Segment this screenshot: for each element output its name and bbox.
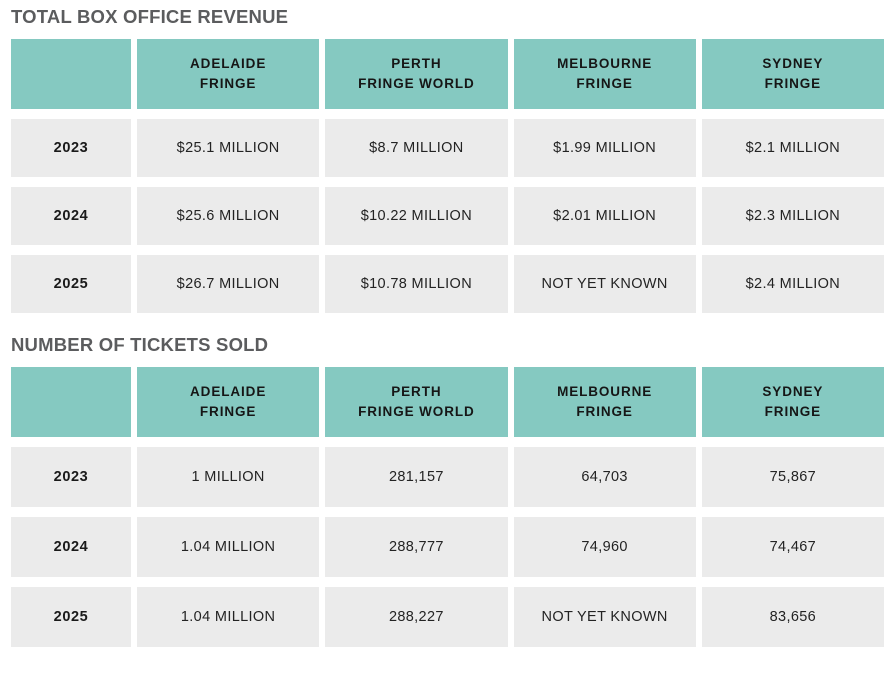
- revenue-header-cell-corner: [11, 38, 131, 109]
- table-row: 2024 1.04 MILLION 288,777 74,960 74,467: [11, 517, 884, 577]
- tickets-row-2-perth-value: 288,227: [388, 609, 444, 625]
- table-row: 2024 $25.6 MILLION $10.22 MILLION $2.01 …: [11, 186, 884, 245]
- tickets-row-1-sydney-value: 74,467: [769, 539, 817, 555]
- table-row: 2023 1 MILLION 281,157 64,703 75,867: [11, 447, 884, 507]
- tickets-row-2-sydney-value: 83,656: [769, 609, 817, 625]
- revenue-row-1-sydney-cell: $2.3 MILLION: [701, 186, 884, 245]
- tickets-row-1-melbourne-cell: 74,960: [513, 517, 696, 577]
- tickets-row-2-melbourne-cell: NOT YET KNOWN: [513, 587, 696, 647]
- revenue-row-1-year: 2024: [53, 207, 89, 224]
- revenue-row-1-sydney-value: $2.3 MILLION: [745, 207, 841, 224]
- tickets-row-2-sydney-cell: 83,656: [701, 587, 884, 647]
- tickets-header-cell-corner: [11, 367, 131, 437]
- tickets-row-0-adelaide-cell: 1 MILLION: [137, 447, 320, 507]
- revenue-row-0-sydney-cell: $2.1 MILLION: [701, 118, 884, 177]
- revenue-row-1-melbourne-cell: $2.01 MILLION: [513, 186, 696, 245]
- revenue-table-title: TOTAL BOX OFFICE REVENUE: [11, 6, 289, 27]
- revenue-row-2-melbourne-value: NOT YET KNOWN: [541, 275, 668, 292]
- tickets-header-cell-adelaide: ADELAIDE FRINGE: [137, 367, 320, 437]
- tickets-row-1-perth-cell: 288,777: [325, 517, 508, 577]
- tickets-table: ADELAIDE FRINGE PERTH FRINGE WORLD MELBO…: [11, 367, 884, 647]
- revenue-header-cell-adelaide: ADELAIDE FRINGE: [137, 38, 320, 109]
- tickets-row-0-adelaide-value: 1 MILLION: [191, 469, 265, 485]
- revenue-row-0-melbourne-cell: $1.99 MILLION: [513, 118, 696, 177]
- tickets-row-1-year-cell: 2024: [11, 517, 131, 577]
- tickets-row-1-year: 2024: [53, 539, 89, 555]
- revenue-row-2-year: 2025: [53, 275, 89, 292]
- revenue-table: ADELAIDE FRINGE PERTH FRINGE WORLD MELBO…: [11, 38, 884, 313]
- tickets-row-1-melbourne-value: 74,960: [581, 539, 628, 555]
- revenue-row-2-adelaide-cell: $26.7 MILLION: [137, 254, 320, 313]
- revenue-header-cell-sydney: SYDNEY FRINGE: [701, 38, 884, 109]
- tickets-header-label-perth: PERTH FRINGE WORLD: [358, 384, 475, 419]
- tickets-header-label-sydney: SYDNEY FRINGE: [762, 384, 824, 419]
- tickets-row-2-adelaide-cell: 1.04 MILLION: [137, 587, 320, 647]
- tickets-row-1-adelaide-cell: 1.04 MILLION: [137, 517, 320, 577]
- tickets-table-title: NUMBER OF TICKETS SOLD: [11, 333, 269, 355]
- tickets-row-0-perth-cell: 281,157: [325, 447, 508, 507]
- revenue-row-2-adelaide-value: $26.7 MILLION: [176, 275, 280, 292]
- tickets-row-0-sydney-value: 75,867: [769, 469, 817, 485]
- revenue-row-1-perth-value: $10.22 MILLION: [360, 207, 473, 224]
- tickets-row-0-melbourne-value: 64,703: [581, 469, 628, 485]
- tickets-row-0-year-cell: 2023: [11, 447, 131, 507]
- revenue-row-0-sydney-value: $2.1 MILLION: [745, 139, 841, 156]
- tickets-row-2-adelaide-value: 1.04 MILLION: [180, 609, 276, 625]
- revenue-row-1-adelaide-cell: $25.6 MILLION: [137, 186, 320, 245]
- tickets-row-2-year-cell: 2025: [11, 587, 131, 647]
- revenue-row-1-perth-cell: $10.22 MILLION: [325, 186, 508, 245]
- table-row: 2025 1.04 MILLION 288,227 NOT YET KNOWN …: [11, 587, 884, 647]
- tickets-row-2-perth-cell: 288,227: [325, 587, 508, 647]
- tickets-header-label-adelaide: ADELAIDE FRINGE: [190, 384, 267, 419]
- revenue-row-2-perth-cell: $10.78 MILLION: [325, 254, 508, 313]
- revenue-row-0-adelaide-cell: $25.1 MILLION: [137, 118, 320, 177]
- tickets-row-0-year: 2023: [53, 469, 89, 485]
- table-row: 2025 $26.7 MILLION $10.78 MILLION NOT YE…: [11, 254, 884, 313]
- revenue-row-2-sydney-cell: $2.4 MILLION: [701, 254, 884, 313]
- tickets-row-2-year: 2025: [53, 609, 89, 625]
- tickets-header-cell-perth: PERTH FRINGE WORLD: [325, 367, 508, 437]
- tickets-row-1-sydney-cell: 74,467: [701, 517, 884, 577]
- tickets-row-1-perth-value: 288,777: [388, 539, 444, 555]
- tickets-row-2-melbourne-value: NOT YET KNOWN: [541, 609, 668, 625]
- revenue-header-label-adelaide: ADELAIDE FRINGE: [190, 55, 267, 91]
- revenue-row-2-perth-value: $10.78 MILLION: [360, 275, 473, 292]
- revenue-row-2-melbourne-cell: NOT YET KNOWN: [513, 254, 696, 313]
- revenue-row-1-adelaide-value: $25.6 MILLION: [176, 207, 280, 224]
- revenue-header-cell-perth: PERTH FRINGE WORLD: [325, 38, 508, 109]
- tickets-row-1-adelaide-value: 1.04 MILLION: [180, 539, 276, 555]
- revenue-row-2-year-cell: 2025: [11, 254, 131, 313]
- revenue-header-label-sydney: SYDNEY FRINGE: [762, 55, 824, 91]
- revenue-row-1-year-cell: 2024: [11, 186, 131, 245]
- tickets-header-label-melbourne: MELBOURNE FRINGE: [557, 384, 653, 419]
- revenue-header-cell-melbourne: MELBOURNE FRINGE: [513, 38, 696, 109]
- revenue-header-label-perth: PERTH FRINGE WORLD: [358, 55, 475, 91]
- revenue-row-0-year: 2023: [53, 139, 89, 156]
- revenue-row-1-melbourne-value: $2.01 MILLION: [553, 207, 657, 224]
- revenue-row-0-perth-value: $8.7 MILLION: [369, 139, 464, 156]
- tickets-row-0-sydney-cell: 75,867: [701, 447, 884, 507]
- tickets-row-0-melbourne-cell: 64,703: [513, 447, 696, 507]
- revenue-row-0-perth-cell: $8.7 MILLION: [325, 118, 508, 177]
- table-row: 2023 $25.1 MILLION $8.7 MILLION $1.99 MI…: [11, 118, 884, 177]
- tickets-header-cell-sydney: SYDNEY FRINGE: [701, 367, 884, 437]
- tickets-row-0-perth-value: 281,157: [388, 469, 444, 485]
- revenue-table-header-row: ADELAIDE FRINGE PERTH FRINGE WORLD MELBO…: [11, 38, 884, 109]
- revenue-row-0-year-cell: 2023: [11, 118, 131, 177]
- revenue-header-label-melbourne: MELBOURNE FRINGE: [557, 55, 653, 91]
- tickets-table-header-row: ADELAIDE FRINGE PERTH FRINGE WORLD MELBO…: [11, 367, 884, 437]
- revenue-row-0-adelaide-value: $25.1 MILLION: [176, 139, 280, 156]
- tickets-header-cell-melbourne: MELBOURNE FRINGE: [513, 367, 696, 437]
- revenue-row-2-sydney-value: $2.4 MILLION: [745, 275, 841, 292]
- revenue-row-0-melbourne-value: $1.99 MILLION: [553, 139, 657, 156]
